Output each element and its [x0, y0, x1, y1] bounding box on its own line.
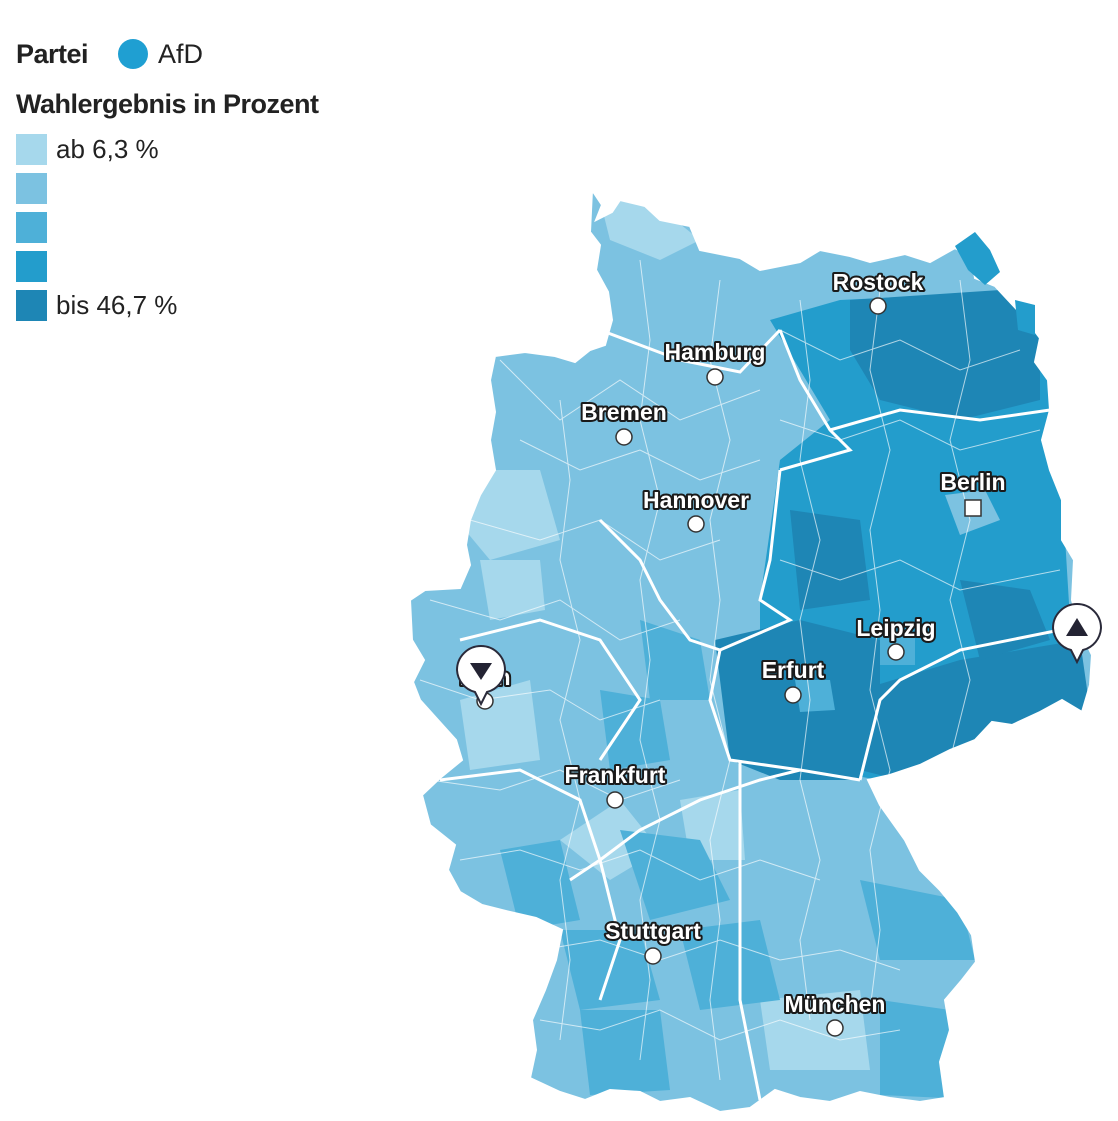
pin-layer [455, 603, 1103, 707]
region[interactable] [860, 640, 1090, 780]
city-label: Leipzig [856, 615, 935, 641]
city-layer: Rostock Hamburg Bremen Berlin Hannover Leipzi… [457, 267, 1008, 1037]
region[interactable] [580, 1010, 670, 1095]
city-leipzig[interactable]: Leipzig [854, 613, 938, 661]
region[interactable] [680, 920, 780, 1010]
region[interactable] [795, 680, 835, 712]
scale-swatch [16, 173, 47, 204]
result-title: Wahlergebnis in Prozent [16, 89, 319, 119]
city-label: München [785, 991, 886, 1017]
city-label: Bremen [581, 399, 667, 425]
city-label: Frankfurt [565, 762, 666, 788]
city-bremen[interactable]: Bremen [579, 397, 669, 446]
city-rostock[interactable]: Rostock [831, 267, 926, 315]
city-label: Berlin [940, 469, 1005, 495]
city-marker [887, 643, 905, 661]
party-color-dot [118, 39, 149, 69]
max-pin[interactable] [1051, 603, 1103, 665]
scale-swatch [16, 290, 47, 321]
scale-step [16, 247, 319, 286]
city-marker [687, 515, 705, 533]
district-borders [419, 259, 1061, 1081]
scale-step: bis 46,7 % [16, 286, 319, 325]
region[interactable] [500, 840, 580, 930]
city-label: Rostock [833, 269, 924, 295]
city-label: Hannover [643, 487, 749, 513]
city-marker [964, 499, 982, 517]
island [955, 232, 1000, 285]
state-borders [439, 328, 1061, 1101]
city-erfurt[interactable]: Erfurt [760, 655, 827, 704]
city-frankfurt[interactable]: Frankfurt [563, 760, 668, 809]
region[interactable] [960, 580, 1050, 660]
region[interactable] [760, 990, 870, 1070]
up-triangle-icon [1066, 618, 1088, 636]
city-marker [784, 686, 802, 704]
scale-label: bis 46,7 % [56, 290, 178, 320]
scale-step [16, 208, 319, 247]
region[interactable] [480, 560, 545, 620]
region[interactable] [620, 830, 730, 920]
scale-swatch [16, 251, 47, 282]
city-marker [706, 368, 724, 386]
scale-swatch [16, 134, 47, 165]
island [1015, 300, 1035, 335]
region[interactable] [465, 470, 560, 560]
city-label: Erfurt [762, 657, 825, 683]
region[interactable] [600, 690, 670, 770]
city-marker [615, 428, 633, 446]
city-berlin[interactable]: Berlin [938, 467, 1008, 517]
region[interactable] [860, 880, 975, 960]
city-label: Hamburg [665, 339, 766, 365]
scale-swatch [16, 212, 47, 243]
city-marker [869, 297, 887, 315]
city-marker [644, 947, 662, 965]
city-hamburg[interactable]: Hamburg [663, 337, 767, 386]
regions [410, 200, 1090, 1098]
region[interactable] [880, 1000, 950, 1098]
city-marker [606, 791, 624, 809]
scale-step [16, 169, 319, 208]
down-triangle-icon [470, 663, 492, 680]
party-title: Partei [16, 38, 89, 69]
party-name: AfD [158, 38, 204, 69]
city-marker [826, 1019, 844, 1037]
legend: Partei AfD Wahlergebnis in Prozent ab 6,… [16, 34, 319, 325]
city-stuttgart[interactable]: Stuttgart [603, 916, 703, 965]
party-row: Partei AfD [16, 34, 319, 74]
city-münchen[interactable]: München [783, 989, 887, 1037]
city-label: Stuttgart [605, 918, 701, 944]
city-hannover[interactable]: Hannover [641, 485, 751, 533]
region[interactable] [790, 510, 870, 610]
color-scale: ab 6,3 % bis 46,7 % [16, 130, 319, 325]
scale-label: ab 6,3 % [56, 134, 159, 164]
min-pin[interactable] [455, 645, 507, 707]
scale-step: ab 6,3 % [16, 130, 319, 169]
region[interactable] [600, 200, 700, 260]
region[interactable] [850, 290, 1040, 420]
